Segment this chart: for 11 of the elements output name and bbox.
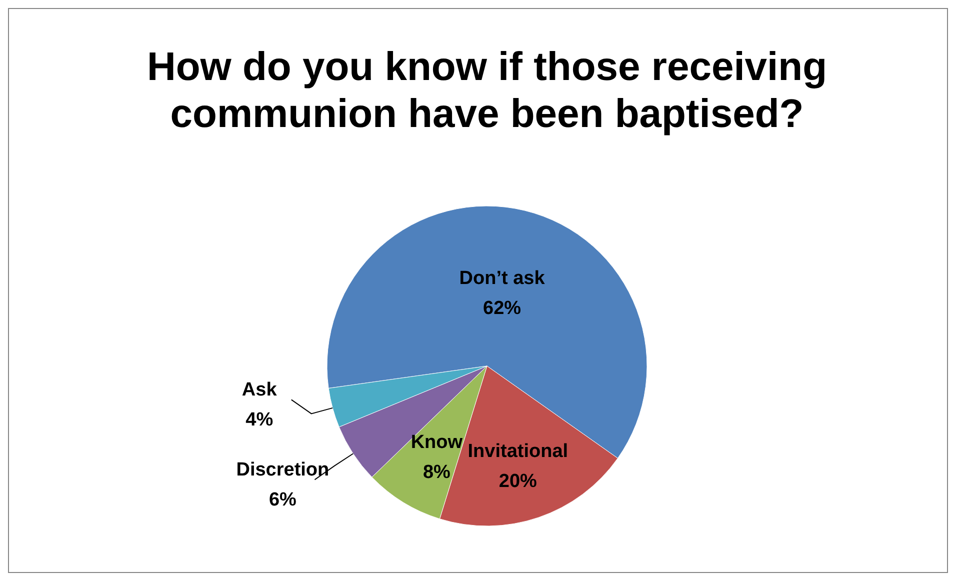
slice-label: Don’t ask <box>459 268 546 289</box>
slice-label: Discretion <box>236 460 330 481</box>
data-label: 4% <box>246 410 274 431</box>
data-label: 20% <box>498 470 538 492</box>
data-label: 62% <box>483 298 522 319</box>
data-label: 6% <box>268 490 297 511</box>
chart-title: How do you know if those receiving communion have been baptised? <box>146 45 828 136</box>
slice-label: Know <box>410 432 463 453</box>
slice-label: Invitational <box>468 440 568 462</box>
slice-label: Ask <box>242 380 278 401</box>
data-label: 8% <box>422 462 451 483</box>
